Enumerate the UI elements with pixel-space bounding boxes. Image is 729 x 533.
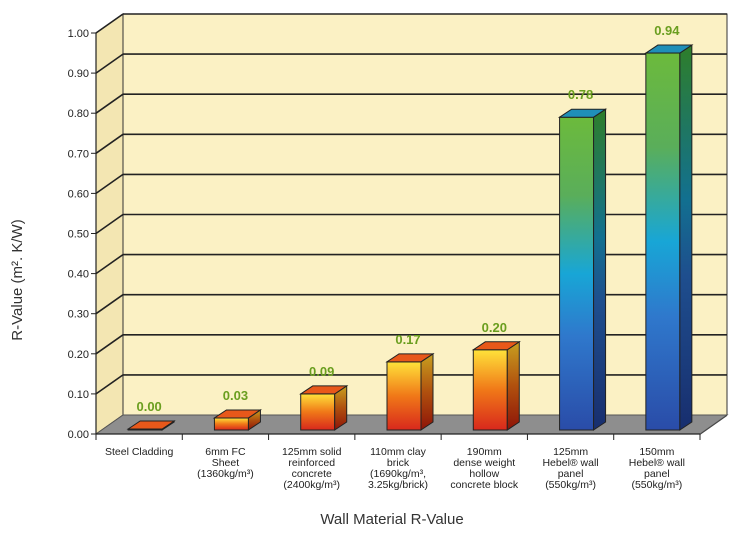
x-tick-label-line: Hebel® wall <box>629 457 685 469</box>
bar-front <box>472 349 508 431</box>
floor-edge <box>700 415 727 435</box>
bar-side <box>420 352 434 431</box>
x-tick-label-line: panel <box>558 468 584 480</box>
bar-top <box>299 385 349 395</box>
bar <box>557 108 608 431</box>
x-tick-label-line: 3.25kg/brick) <box>368 479 428 491</box>
bar-top <box>126 420 176 430</box>
y-tick-label: 0.20 <box>68 349 89 361</box>
bar-front <box>645 52 681 431</box>
data-label: 0.17 <box>395 332 420 347</box>
x-tick-label-line: 150mm <box>639 446 674 458</box>
gridline-left <box>95 53 124 74</box>
x-tick-label-line: 6mm FC <box>205 446 246 458</box>
x-axis: Steel Cladding 6mm FC Sheet (1360kg/m³) 125m… <box>95 433 701 491</box>
bar <box>644 44 694 431</box>
data-label: 0.03 <box>223 388 248 403</box>
gridline-left <box>95 213 124 235</box>
bar <box>299 384 349 431</box>
x-tick-label: 6mm FC Sheet (1360kg/m³) <box>197 446 254 480</box>
x-tick-label-line: 190mm <box>467 446 502 458</box>
x-tick-label-line: 125mm solid <box>282 446 342 458</box>
y-tick-label: 0.50 <box>68 229 89 241</box>
gridline-left <box>95 294 124 315</box>
x-tick-label-line: (1360kg/m³) <box>197 468 254 480</box>
gridline-left <box>95 374 124 395</box>
x-tick-label-line: Sheet <box>212 457 240 469</box>
x-tick-label-line: 110mm clay <box>370 446 427 458</box>
x-tick-label: Steel Cladding <box>105 446 173 458</box>
x-tick-label: 190mm dense weight hollow concrete block <box>450 446 518 491</box>
bar <box>212 409 263 431</box>
bar-top <box>644 44 694 54</box>
x-axis-label: Wall Material R-Value <box>320 511 463 528</box>
plot-background <box>95 13 728 435</box>
bar-side <box>593 108 607 431</box>
bar-top <box>212 409 263 419</box>
y-tick-label: 0.80 <box>68 108 89 120</box>
y-tick-label: 0.60 <box>68 188 89 200</box>
x-tick-label-line: (1690kg/m³, <box>370 468 426 480</box>
bars: 0.00 0.03 0.09 0.17 0.20 0.78 0.94 <box>126 23 694 431</box>
data-label: 0.78 <box>568 87 593 102</box>
x-tick-label: 125mm Hebel® wall panel (550kg/m³) <box>542 446 598 491</box>
bar <box>471 340 521 431</box>
bar-top <box>557 108 608 118</box>
bar-front <box>300 393 336 431</box>
data-label: 0.20 <box>482 320 507 335</box>
bar-front <box>213 417 249 431</box>
y-axis-label: R-Value (m². K/W) <box>9 219 26 340</box>
bar-front <box>386 361 422 431</box>
y-tick-label: 1.00 <box>68 28 89 40</box>
y-tick-label: 0.90 <box>68 68 89 80</box>
x-tick-label-line: Steel Cladding <box>105 446 173 458</box>
gridline-left <box>95 173 124 195</box>
data-label: 0.09 <box>309 364 334 379</box>
x-tick-label-line: hollow <box>469 468 499 480</box>
x-tick-label-line: (550kg/m³) <box>631 479 682 491</box>
y-tick-label: 0.70 <box>68 148 89 160</box>
y-tick-label: 0.40 <box>68 269 89 281</box>
x-tick-label-line: dense weight <box>453 457 515 469</box>
bar-top <box>471 341 521 351</box>
bar-side <box>506 340 520 431</box>
x-tick-label: 110mm clay brick (1690kg/m³, 3.25kg/brick) <box>368 446 428 491</box>
x-tick-label-line: brick <box>387 457 410 469</box>
y-tick-label: 0.30 <box>68 309 89 321</box>
bar <box>385 352 435 431</box>
gridline-left <box>95 334 124 355</box>
gridline-left <box>95 93 124 114</box>
bar <box>126 420 176 431</box>
x-tick-label-line: (550kg/m³) <box>545 479 596 491</box>
data-label: 0.94 <box>654 23 680 38</box>
y-tick-label: 0.10 <box>68 389 89 401</box>
gridline-left <box>95 13 124 34</box>
x-tick-label-line: panel <box>644 468 670 480</box>
gridline-left <box>95 133 124 154</box>
y-axis: 0.00 0.10 0.20 0.30 0.40 0.50 0.60 0.70 0.80 0.90… <box>68 28 97 441</box>
bar-side <box>679 44 693 431</box>
x-tick-label: 125mm solid reinforced concrete (2400kg/m³) <box>282 446 342 491</box>
x-tick-label-line: concrete <box>292 468 332 480</box>
x-tick-label-line: Hebel® wall <box>542 457 598 469</box>
x-tick-label-line: (2400kg/m³) <box>283 479 340 491</box>
x-tick-label-line: concrete block <box>450 479 518 491</box>
x-tick-label-line: 125mm <box>553 446 588 458</box>
data-label: 0.00 <box>136 399 161 414</box>
gridline-left <box>95 253 124 275</box>
bar-front <box>559 116 595 431</box>
bar-top <box>385 353 435 363</box>
y-tick-label: 0.00 <box>68 429 89 441</box>
x-tick-label: 150mm Hebel® wall panel (550kg/m³) <box>629 446 685 491</box>
x-tick-label-line: reinforced <box>288 457 335 469</box>
